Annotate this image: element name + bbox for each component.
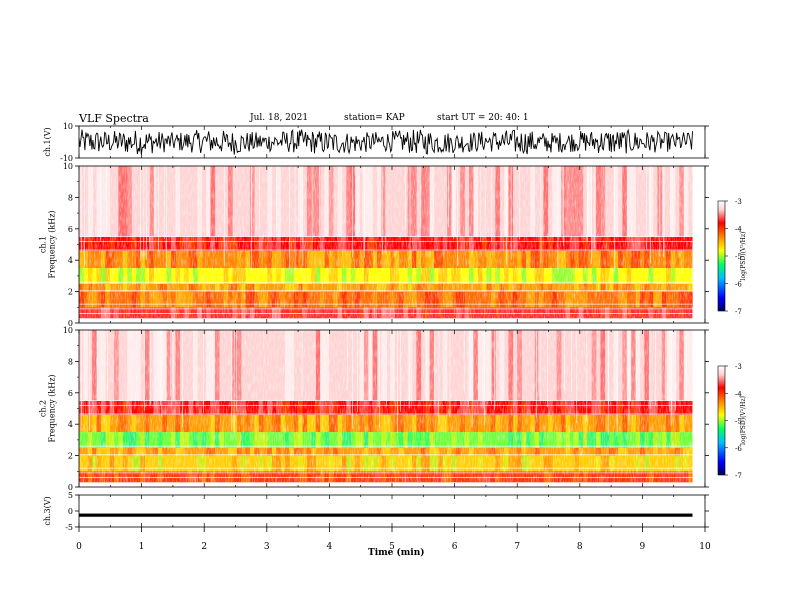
y-axis-label: ch.3(V) <box>43 496 52 525</box>
panel-frame <box>78 494 706 528</box>
y-axis-label: Frequency (kHz) <box>48 210 57 278</box>
panel-4: 5 0 -5 ch.3(V) <box>43 491 709 532</box>
x-axis-label: Time (min) <box>368 548 425 558</box>
x-tick-label: 8 <box>577 542 583 552</box>
colorbar-2: -3 -4 -5 -6 -7 log(PSD)(V²/Hz) <box>717 363 747 480</box>
y-tick-label: -5 <box>65 523 73 532</box>
y-tick-label: 0 <box>68 483 73 492</box>
panel-1: 10 -10 ch.1(V) <box>43 122 709 163</box>
colorbar-label: log(PSD)(V²/Hz) <box>740 396 747 445</box>
y-tick-label: 0 <box>68 319 73 328</box>
colorbar-gradient <box>717 365 726 476</box>
panel-3: 0 2 4 6 8 10 ch.2 Frequency (kHz) <box>39 326 709 492</box>
y-tick-label: 4 <box>68 256 73 265</box>
x-tick-label: 6 <box>452 542 458 552</box>
x-tick-label: 2 <box>201 542 207 552</box>
colorbar-tick-label: -6 <box>735 445 742 453</box>
figure-title: VLF Spectra <box>79 112 149 125</box>
x-tick-label: 4 <box>327 542 333 552</box>
date-label: Jul. 18, 2021 <box>250 113 309 123</box>
colorbar-tick-label: -5 <box>735 418 742 426</box>
station-label: station= KAP <box>344 113 405 123</box>
x-tick-label: 0 <box>76 542 82 552</box>
panel-2: 0 2 4 6 8 10 ch.1 Frequency (kHz) <box>39 162 709 328</box>
colorbar-tick-label: -6 <box>735 281 742 289</box>
y-axis-label: ch.1 <box>39 236 48 253</box>
colorbar-tick-label: -5 <box>735 253 742 261</box>
colorbar-tick-label: -3 <box>735 363 742 371</box>
x-tick-label: 10 <box>699 542 711 552</box>
y-tick-label: 6 <box>68 389 73 398</box>
y-axis-label: ch.1(V) <box>43 127 52 156</box>
start-time-label: start UT = 20: 40: 1 <box>437 113 529 123</box>
y-tick-label: 6 <box>68 225 73 234</box>
spectrogram-texture <box>79 330 693 483</box>
y-tick-label: 10 <box>63 122 73 131</box>
colorbar-tick-label: -3 <box>735 198 742 206</box>
x-tick-label: 1 <box>139 542 145 552</box>
y-tick-label: 8 <box>68 357 73 366</box>
ch1-waveform-trace <box>78 128 693 155</box>
x-tick-label: 3 <box>264 542 270 552</box>
y-tick-label: 5 <box>68 491 73 500</box>
y-tick-label: 10 <box>63 326 73 335</box>
y-axis-label: Frequency (kHz) <box>48 374 57 442</box>
x-tick-label: 9 <box>640 542 646 552</box>
colorbar-1: -3 -4 -5 -6 -7 log(PSD)(V²/Hz) <box>717 198 747 316</box>
colorbar-label: log(PSD)(V²/Hz) <box>740 232 747 281</box>
y-axis-label: ch.2 <box>39 400 48 417</box>
y-tick-label: 4 <box>68 420 73 429</box>
colorbar-tick-label: -7 <box>735 472 742 480</box>
y-tick-label: 2 <box>68 288 73 297</box>
y-tick-label: 10 <box>63 162 73 171</box>
y-tick-label: 2 <box>68 452 73 461</box>
x-tick-label: 5 <box>389 542 395 552</box>
colorbar-tick-label: -4 <box>735 226 742 234</box>
y-tick-label: 0 <box>68 507 73 516</box>
colorbar-gradient <box>717 200 726 312</box>
colorbar-tick-label: -4 <box>735 390 742 398</box>
y-tick-label: 8 <box>68 193 73 202</box>
x-tick-label: 7 <box>514 542 520 552</box>
ch3-waveform-trace <box>79 513 693 517</box>
y-tick-label: -10 <box>60 154 73 163</box>
colorbar-tick-label: -7 <box>735 308 742 316</box>
